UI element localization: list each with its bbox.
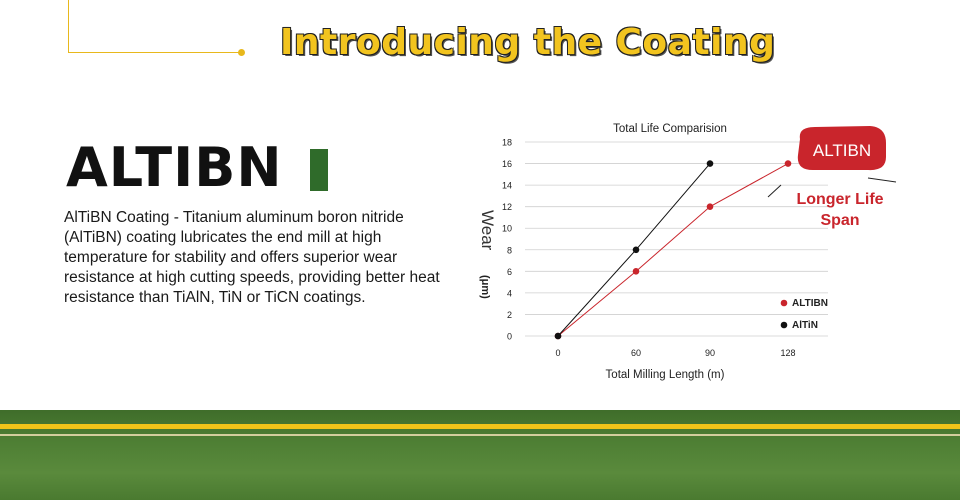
x-tick-labels: 0 60 90 128 <box>555 348 795 358</box>
chart-gridlines <box>525 141 828 337</box>
legend-label-altin: AlTiN <box>792 320 818 331</box>
y-tick-label-0: 0 <box>507 332 512 342</box>
series-line-altibn <box>557 163 789 337</box>
x-tick-label-90: 90 <box>705 348 715 358</box>
y-axis-unit: (μm) <box>479 275 491 299</box>
data-point-altibn-90 <box>706 203 714 210</box>
wear-comparison-chart: Total Life Comparision 0 2 4 6 8 10 12 14 16 18 0… <box>478 123 897 381</box>
y-tick-label-6: 6 <box>507 267 512 277</box>
page-title: Introducing the Coating <box>280 22 776 63</box>
product-description: AlTiBN Coating - Titanium aluminum boron… <box>64 209 440 306</box>
y-tick-label-12: 12 <box>502 202 512 212</box>
legend-marker-altin <box>780 321 788 329</box>
y-tick-label-10: 10 <box>502 224 512 234</box>
annotation-badge-text: ALTIBN <box>813 141 871 160</box>
x-axis-label: Total Milling Length (m) <box>606 369 725 381</box>
data-point-altibn-128 <box>784 160 792 167</box>
y-tick-label-14: 14 <box>502 181 512 191</box>
series-points <box>554 160 792 340</box>
y-tick-labels: 0 2 4 6 8 10 12 14 16 18 <box>502 138 512 342</box>
legend: ALTIBN AlTiN <box>780 298 828 331</box>
decorative-line-horizontal <box>68 52 240 53</box>
y-tick-label-16: 16 <box>502 159 512 169</box>
annotation-text-line2: Span <box>820 212 859 229</box>
footer-band <box>0 410 960 500</box>
legend-marker-altibn <box>780 299 788 307</box>
annotation-badge-shape <box>797 126 886 171</box>
footer-stripe-light <box>0 434 960 436</box>
x-tick-label-0: 0 <box>555 348 560 358</box>
annotation-pointer-line <box>767 184 782 198</box>
footer-stripe-yellow <box>0 424 960 429</box>
x-tick-label-60: 60 <box>631 348 641 358</box>
brand-accent-bar <box>310 149 328 191</box>
y-tick-label-2: 2 <box>507 310 512 320</box>
y-tick-label-4: 4 <box>507 288 512 298</box>
annotation-text-line1: Longer Life <box>796 191 883 208</box>
x-tick-label-128: 128 <box>780 348 795 358</box>
data-point-altin-60 <box>632 246 640 254</box>
product-name: ALTIBN <box>66 136 283 199</box>
y-axis-label: Wear <box>478 210 497 251</box>
legend-label-altibn: ALTIBN <box>792 298 828 309</box>
annotation: ALTIBN Longer Life Span <box>767 126 897 229</box>
y-tick-label-8: 8 <box>507 245 512 255</box>
annotation-pointer-line-right <box>867 177 897 183</box>
decorative-dot <box>238 49 245 56</box>
data-point-altin-90 <box>706 160 714 167</box>
decorative-line-vertical <box>68 0 69 53</box>
chart-title: Total Life Comparision <box>613 123 727 135</box>
data-point-altibn-60 <box>632 268 640 275</box>
data-point-altin-0 <box>554 332 562 340</box>
y-tick-label-18: 18 <box>502 138 512 148</box>
